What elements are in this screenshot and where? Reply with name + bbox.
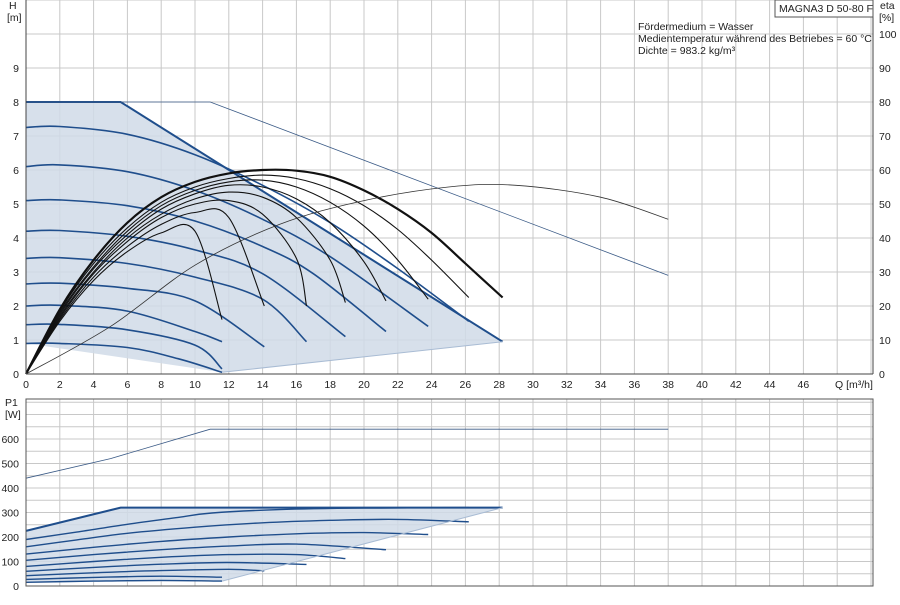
p1-axis-unit: [W] — [5, 409, 21, 421]
p1-tick-label: 500 — [1, 459, 19, 471]
x-tick-label: 32 — [561, 379, 573, 391]
chart-title: MAGNA3 D 50-80 F — [779, 3, 873, 15]
x-tick-label: 30 — [527, 379, 539, 391]
x-tick-label: 34 — [595, 379, 607, 391]
y2-axis-label: eta — [880, 0, 895, 12]
eta-outer-curve — [25, 184, 669, 375]
y-tick-label: 1 — [13, 335, 19, 347]
operating-area-top — [26, 102, 503, 373]
y2-tick-label: 70 — [879, 131, 891, 143]
annotation-line: Medientemperatur während des Betriebes =… — [638, 33, 872, 45]
head-curve-4 — [25, 229, 346, 338]
power-curve-7 — [25, 568, 265, 577]
power-curve-2 — [25, 518, 469, 548]
y-axis-label: H — [9, 0, 17, 12]
y-tick-label: 5 — [13, 199, 19, 211]
x-tick-label: 44 — [764, 379, 776, 391]
eta-curve-4 — [25, 184, 387, 375]
x-tick-label: 6 — [124, 379, 130, 391]
frame-bottom — [25, 398, 874, 587]
p1-tick-label: 300 — [1, 508, 19, 520]
head-curve-7 — [25, 304, 223, 343]
x-tick-label: 18 — [324, 379, 336, 391]
x-tick-label: 24 — [426, 379, 438, 391]
eta-curve-5 — [25, 191, 346, 375]
y2-tick-label: 0 — [879, 369, 885, 381]
x-tick-label: 46 — [798, 379, 810, 391]
y2-tick-label: 60 — [879, 165, 891, 177]
power-curve-4 — [25, 543, 387, 561]
head-curve-9 — [25, 342, 223, 374]
y2-tick-label: 10 — [879, 335, 891, 347]
x-tick-label: 0 — [23, 379, 29, 391]
x-tick-label: 22 — [392, 379, 404, 391]
p1-tick-label: 0 — [13, 581, 19, 593]
x-tick-label: 4 — [91, 379, 97, 391]
annotation-line: Dichte = 983.2 kg/m³ — [638, 45, 736, 57]
x-axis-label: Q [m³/h] — [835, 379, 873, 391]
x-tick-label: 10 — [189, 379, 201, 391]
head-envelope-min — [221, 341, 503, 373]
x-tick-label: 20 — [358, 379, 370, 391]
eta-curve-6 — [25, 199, 308, 375]
title-box — [774, 0, 874, 18]
y-tick-label: 2 — [13, 301, 19, 313]
x-tick-label: 28 — [493, 379, 505, 391]
eta-curve-3 — [25, 179, 429, 375]
x-tick-label: 14 — [257, 379, 269, 391]
y-tick-label: 3 — [13, 267, 19, 279]
head-curve-1 — [25, 125, 470, 322]
x-tick-label: 40 — [696, 379, 708, 391]
x-tick-label: 8 — [158, 379, 164, 391]
y2-tick-label: 100 — [879, 29, 897, 41]
eta-curve-8 — [25, 223, 223, 375]
x-tick-label: 26 — [460, 379, 472, 391]
x-tick-label: 42 — [730, 379, 742, 391]
y-tick-label: 6 — [13, 165, 19, 177]
y2-tick-label: 50 — [879, 199, 891, 211]
eta-curve-7 — [25, 208, 265, 375]
power-curve-1 — [25, 506, 469, 541]
y-tick-label: 7 — [13, 131, 19, 143]
power-envelope-min — [221, 507, 503, 582]
head-curve-6 — [25, 282, 265, 348]
y-tick-label: 0 — [13, 369, 19, 381]
head-curve-5 — [25, 256, 308, 343]
y2-tick-label: 20 — [879, 301, 891, 313]
head-curve-8 — [25, 323, 223, 370]
power-curve-8 — [25, 575, 223, 581]
y2-tick-label: 80 — [879, 97, 891, 109]
x-tick-label: 12 — [223, 379, 235, 391]
x-tick-label: 38 — [662, 379, 674, 391]
power-curve-5 — [25, 553, 346, 568]
y2-tick-label: 30 — [879, 267, 891, 279]
head-dashed-outer — [26, 101, 669, 276]
p1-tick-label: 100 — [1, 557, 19, 569]
p1-axis-label: P1 — [5, 397, 18, 409]
power-curve-9 — [25, 579, 223, 583]
annotation-line: Fördermedium = Wasser — [638, 21, 754, 33]
power-dashed-outer — [25, 428, 669, 479]
p1-tick-label: 600 — [1, 434, 19, 446]
power-curve-3 — [25, 531, 429, 555]
head-curve-3 — [25, 198, 387, 333]
y-tick-label: 8 — [13, 97, 19, 109]
y2-axis-unit: [%] — [879, 12, 894, 24]
p1-tick-label: 400 — [1, 483, 19, 495]
power-curve-6 — [25, 561, 307, 572]
x-tick-label: 36 — [629, 379, 641, 391]
x-tick-label: 2 — [57, 379, 63, 391]
y-tick-label: 9 — [13, 63, 19, 75]
eta-curve-1 — [25, 168, 504, 375]
y2-tick-label: 90 — [879, 63, 891, 75]
p1-tick-label: 200 — [1, 532, 19, 544]
y-tick-label: 4 — [13, 233, 19, 245]
head-curve-2 — [25, 163, 429, 328]
y-axis-unit: [m] — [7, 12, 22, 24]
y2-tick-label: 40 — [879, 233, 891, 245]
x-tick-label: 16 — [291, 379, 303, 391]
eta-curve-2 — [25, 174, 470, 375]
